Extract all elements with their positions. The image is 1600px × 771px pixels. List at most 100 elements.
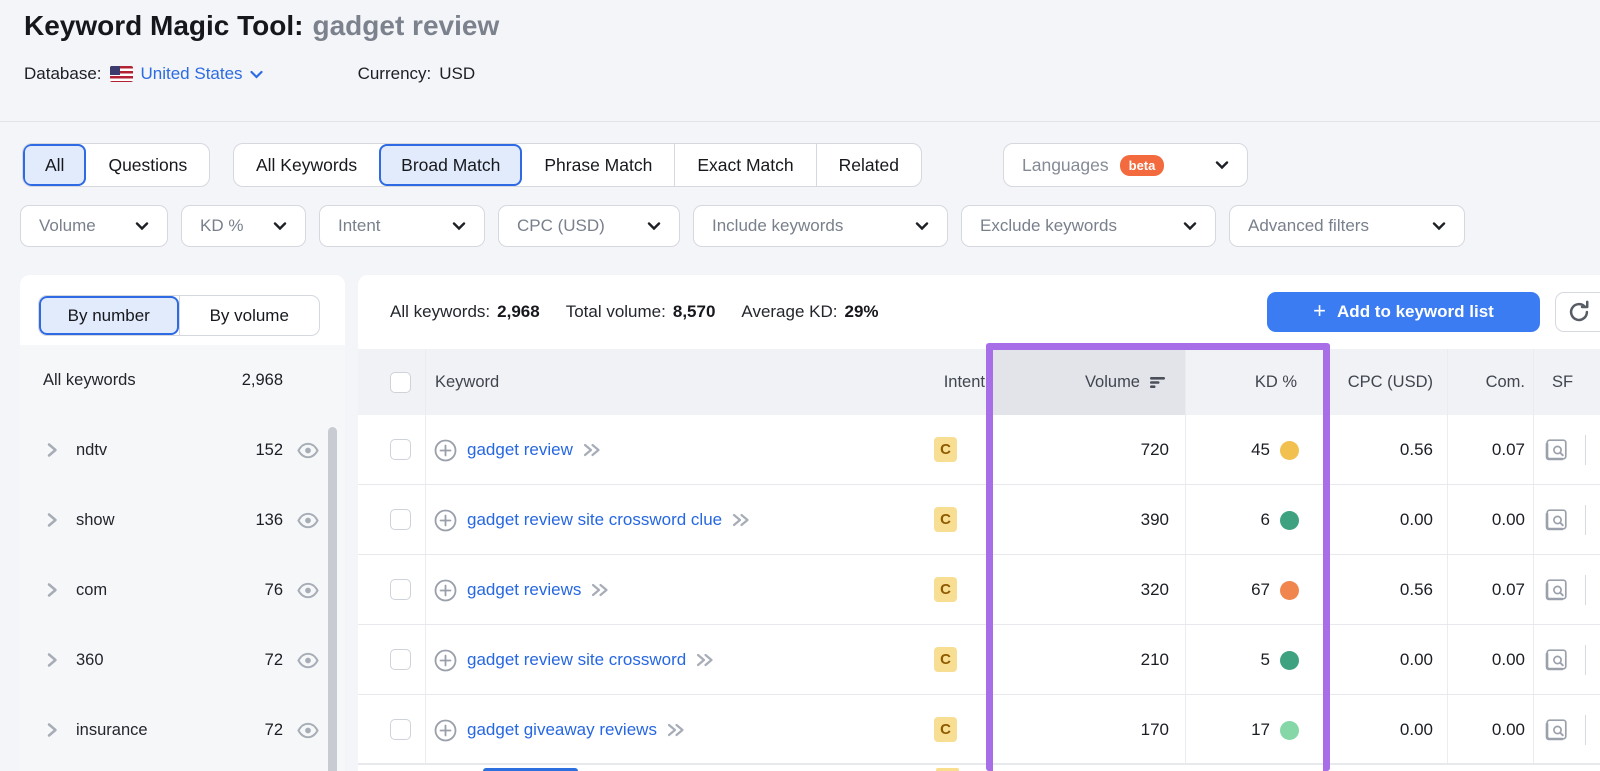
tab-all[interactable]: All bbox=[23, 144, 87, 186]
sidebar-group-360[interactable]: 360 72 bbox=[20, 625, 345, 695]
expand-keyword-icon[interactable] bbox=[667, 723, 686, 737]
toggle-by-volume[interactable]: By volume bbox=[178, 296, 320, 335]
column-divider bbox=[1185, 349, 1186, 763]
add-to-keyword-list-button[interactable]: + Add to keyword list bbox=[1267, 292, 1540, 332]
chevron-right-icon[interactable] bbox=[47, 722, 58, 738]
expand-keyword-icon[interactable] bbox=[591, 583, 610, 597]
volume-value: 720 bbox=[1140, 440, 1169, 459]
tab-phrase-match[interactable]: Phrase Match bbox=[544, 154, 653, 175]
refresh-button[interactable] bbox=[1555, 292, 1600, 332]
filter-intent[interactable]: Intent bbox=[319, 205, 485, 247]
filter-kd-[interactable]: KD % bbox=[181, 205, 306, 247]
serp-features-icon[interactable] bbox=[1545, 438, 1568, 461]
cpc-value: 0.00 bbox=[1399, 650, 1433, 669]
sidebar-group-insurance[interactable]: insurance 72 bbox=[20, 695, 345, 765]
filter-cpc-usd-[interactable]: CPC (USD) bbox=[498, 205, 680, 247]
eye-icon[interactable] bbox=[297, 442, 319, 459]
cell-divider bbox=[1585, 435, 1586, 465]
intent-badge-commercial[interactable]: C bbox=[934, 717, 957, 742]
tab-questions[interactable]: Questions bbox=[108, 154, 188, 175]
languages-dropdown[interactable]: Languages beta bbox=[1003, 143, 1248, 187]
database-value: United States bbox=[140, 64, 243, 83]
intent-badge-commercial[interactable]: C bbox=[934, 507, 957, 532]
keyword-link[interactable]: gadget review site crossword clue bbox=[467, 510, 723, 529]
sidebar-group-ndtv[interactable]: ndtv 152 bbox=[20, 415, 345, 485]
tab-related[interactable]: Related bbox=[815, 144, 921, 186]
com-value: 0.00 bbox=[1491, 510, 1525, 529]
database-selector[interactable]: United States bbox=[141, 64, 263, 84]
column-header-volume[interactable]: Volume bbox=[993, 349, 1185, 415]
expand-keyword-icon[interactable] bbox=[696, 653, 715, 667]
serp-features-icon[interactable] bbox=[1545, 508, 1568, 531]
serp-features-icon[interactable] bbox=[1545, 718, 1568, 741]
keyword-link[interactable]: gadget review bbox=[467, 440, 573, 459]
chevron-right-icon[interactable] bbox=[47, 512, 58, 528]
column-header-sf[interactable]: SF bbox=[1552, 372, 1574, 391]
stat-all-keywords: All keywords: 2,968 bbox=[390, 302, 540, 321]
page-title: Keyword Magic Tool: gadget review bbox=[24, 10, 499, 42]
filter-label: Include keywords bbox=[712, 216, 844, 235]
filter-bar: Volume KD % Intent CPC (USD) Include keyword… bbox=[20, 205, 1465, 247]
eye-icon[interactable] bbox=[297, 722, 319, 739]
eye-icon[interactable] bbox=[297, 652, 319, 669]
column-header-keyword[interactable]: Keyword bbox=[435, 372, 500, 391]
sidebar-scrollbar[interactable] bbox=[328, 427, 337, 771]
serp-features-icon[interactable] bbox=[1545, 648, 1568, 671]
group-label: 360 bbox=[76, 650, 104, 669]
expand-keyword-icon[interactable] bbox=[732, 513, 751, 527]
page-title-text: Keyword Magic Tool: bbox=[24, 10, 304, 41]
add-keyword-icon[interactable] bbox=[434, 509, 457, 532]
tab-exact-match[interactable]: Exact Match bbox=[674, 144, 815, 186]
sidebar-group-show[interactable]: show 136 bbox=[20, 485, 345, 555]
tab-all-keywords[interactable]: All Keywords bbox=[256, 154, 358, 175]
column-header-intent[interactable]: Intent bbox=[943, 372, 985, 391]
table-header: Keyword Intent Volume KD % CPC (USD) Com… bbox=[358, 349, 1600, 415]
add-keyword-icon[interactable] bbox=[434, 719, 457, 742]
clipped-badge-fragment bbox=[936, 768, 959, 771]
intent-badge-commercial[interactable]: C bbox=[934, 647, 957, 672]
all-keywords-row[interactable]: All keywords 2,968 bbox=[20, 345, 345, 415]
kd-cell: 6 bbox=[1185, 485, 1299, 555]
chevron-right-icon[interactable] bbox=[47, 582, 58, 598]
intent-badge-commercial[interactable]: C bbox=[934, 437, 957, 462]
row-checkbox[interactable] bbox=[390, 579, 411, 600]
filter-advanced-filters[interactable]: Advanced filters bbox=[1229, 205, 1465, 247]
add-keyword-icon[interactable] bbox=[434, 649, 457, 672]
column-header-kd[interactable]: KD % bbox=[1254, 372, 1297, 391]
row-checkbox[interactable] bbox=[390, 509, 411, 530]
row-checkbox[interactable] bbox=[390, 439, 411, 460]
keyword-link[interactable]: gadget reviews bbox=[467, 580, 582, 599]
group-label: insurance bbox=[76, 720, 148, 739]
add-keyword-icon[interactable] bbox=[434, 439, 457, 462]
filter-volume[interactable]: Volume bbox=[20, 205, 168, 247]
sidebar-group-com[interactable]: com 76 bbox=[20, 555, 345, 625]
select-all-checkbox[interactable] bbox=[390, 371, 411, 393]
kd-difficulty-dot bbox=[1280, 510, 1299, 530]
eye-icon[interactable] bbox=[297, 512, 319, 529]
toggle-by-number[interactable]: By number bbox=[39, 296, 179, 335]
expand-keyword-icon[interactable] bbox=[583, 443, 602, 457]
row-checkbox[interactable] bbox=[390, 719, 411, 740]
stat-average-kd: Average KD: 29% bbox=[741, 302, 879, 321]
keyword-link[interactable]: gadget giveaway reviews bbox=[467, 720, 657, 739]
question-tab-group: All Questions bbox=[22, 143, 211, 187]
add-keyword-icon[interactable] bbox=[434, 579, 457, 602]
keyword-link[interactable]: gadget review site crossword bbox=[467, 650, 687, 669]
tab-broad-match[interactable]: Broad Match bbox=[379, 144, 523, 186]
eye-icon[interactable] bbox=[297, 582, 319, 599]
column-divider bbox=[1533, 349, 1534, 763]
chevron-right-icon[interactable] bbox=[47, 652, 58, 668]
chevron-right-icon[interactable] bbox=[47, 442, 58, 458]
filter-label: Exclude keywords bbox=[980, 216, 1118, 235]
column-header-cpc[interactable]: CPC (USD) bbox=[1347, 372, 1433, 391]
filter-include-keywords[interactable]: Include keywords bbox=[693, 205, 948, 247]
intent-badge-commercial[interactable]: C bbox=[934, 577, 957, 602]
row-checkbox[interactable] bbox=[390, 649, 411, 670]
filter-exclude-keywords[interactable]: Exclude keywords bbox=[961, 205, 1216, 247]
column-header-com[interactable]: Com. bbox=[1485, 372, 1525, 391]
cell-divider bbox=[1585, 645, 1586, 675]
volume-value: 170 bbox=[1140, 720, 1169, 739]
currency-value: USD bbox=[439, 64, 476, 83]
plus-icon: + bbox=[1313, 298, 1327, 323]
serp-features-icon[interactable] bbox=[1545, 578, 1568, 601]
